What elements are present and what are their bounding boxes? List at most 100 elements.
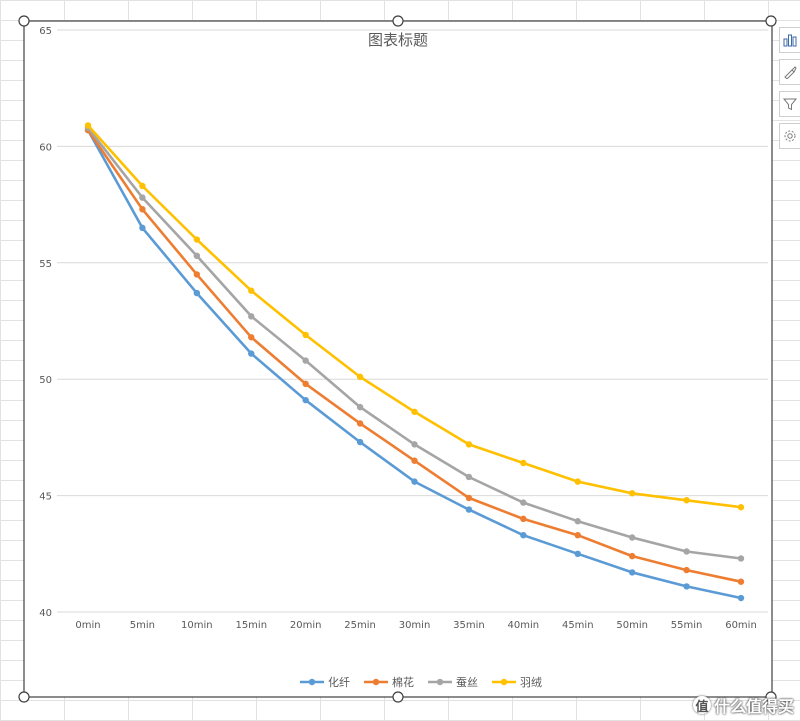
data-point[interactable]	[574, 550, 581, 557]
chart-title[interactable]: 图表标题	[368, 31, 428, 49]
resize-handle[interactable]	[392, 691, 404, 703]
resize-handle[interactable]	[18, 15, 30, 27]
data-point[interactable]	[139, 182, 146, 190]
gridlines	[57, 29, 768, 613]
x-tick-label: 10min	[181, 620, 213, 631]
legend-label: 化纤	[328, 675, 350, 689]
x-tick-label: 5min	[130, 620, 155, 631]
data-point[interactable]	[193, 236, 201, 243]
y-tick-label: 50	[39, 375, 52, 386]
chart-styles-button[interactable]	[779, 59, 800, 85]
legend-swatch-marker	[308, 678, 316, 686]
data-point[interactable]	[356, 403, 364, 411]
legend-item[interactable]: 蚕丝	[428, 676, 478, 689]
resize-handles[interactable]	[18, 15, 777, 703]
data-point[interactable]	[520, 531, 527, 539]
legend-swatch-marker	[436, 678, 444, 686]
data-point[interactable]	[411, 478, 418, 485]
x-tick-label: 45min	[562, 620, 594, 631]
data-point[interactable]	[193, 289, 201, 297]
chart-filters-button[interactable]	[779, 91, 800, 117]
chart-elements-button[interactable]	[779, 27, 800, 53]
data-point[interactable]	[465, 473, 473, 481]
data-point[interactable]	[465, 441, 473, 448]
data-point[interactable]	[356, 373, 364, 381]
resize-handle[interactable]	[392, 15, 404, 27]
data-point[interactable]	[248, 350, 255, 357]
x-axis-tick-labels: 0min 5min 10min 15min 20min 25min 30min 35min 40…	[75, 620, 756, 631]
legend-item[interactable]: 棉花	[364, 675, 414, 689]
data-point[interactable]	[737, 594, 745, 602]
data-point[interactable]	[683, 583, 690, 590]
chart-area[interactable]	[24, 21, 772, 697]
data-point[interactable]	[248, 287, 255, 294]
resize-handle[interactable]	[765, 691, 777, 703]
legend-item[interactable]: 化纤	[300, 675, 350, 689]
y-axis-tick-labels: 40 45 50 55 60 65	[39, 26, 52, 619]
data-point[interactable]	[520, 459, 527, 467]
data-point[interactable]	[465, 494, 473, 502]
data-point[interactable]	[139, 224, 146, 232]
x-tick-label: 35min	[453, 620, 485, 631]
data-point[interactable]	[139, 194, 146, 201]
series-2[interactable]	[84, 126, 745, 585]
data-point[interactable]	[737, 504, 745, 511]
data-point[interactable]	[411, 408, 418, 415]
data-point[interactable]	[139, 206, 146, 213]
data-point[interactable]	[356, 438, 364, 446]
data-point[interactable]	[411, 441, 418, 448]
chart-settings-button[interactable]	[779, 123, 800, 149]
data-point[interactable]	[683, 497, 690, 504]
x-tick-label: 50min	[616, 620, 648, 631]
data-point[interactable]	[628, 569, 636, 576]
data-point[interactable]	[248, 313, 255, 320]
data-point[interactable]	[302, 396, 309, 404]
data-point[interactable]	[737, 555, 745, 562]
legend[interactable]: 化纤 棉花 蚕丝 羽绒	[300, 675, 542, 689]
data-point[interactable]	[302, 331, 309, 339]
legend-swatch-marker	[372, 678, 380, 686]
data-point[interactable]	[84, 122, 92, 129]
y-tick-label: 55	[39, 259, 52, 270]
resize-handle[interactable]	[18, 691, 30, 703]
data-point[interactable]	[520, 499, 527, 506]
data-point[interactable]	[193, 252, 201, 260]
data-point[interactable]	[248, 334, 255, 341]
watermark: 值 什么值得买	[692, 693, 794, 717]
x-tick-label: 55min	[671, 620, 703, 631]
y-tick-label: 60	[39, 142, 52, 153]
x-tick-label: 0min	[75, 620, 100, 631]
chart-styles-brush-icon	[784, 66, 797, 79]
y-tick-label: 45	[39, 492, 52, 503]
data-point[interactable]	[628, 490, 636, 497]
data-point[interactable]	[193, 271, 201, 278]
x-tick-label: 20min	[290, 620, 322, 631]
data-point[interactable]	[302, 380, 309, 388]
data-point[interactable]	[574, 531, 581, 539]
data-point[interactable]	[737, 578, 745, 585]
legend-item[interactable]: 羽绒	[492, 676, 542, 689]
data-point[interactable]	[302, 357, 309, 364]
x-tick-label: 40min	[508, 620, 540, 631]
series-3[interactable]	[84, 124, 745, 562]
data-point[interactable]	[683, 548, 690, 555]
x-tick-label: 15min	[235, 620, 267, 631]
watermark-logo-icon: 值	[692, 696, 711, 715]
data-point[interactable]	[356, 420, 364, 427]
data-point[interactable]	[574, 478, 581, 485]
data-point[interactable]	[683, 566, 690, 574]
legend-label: 棉花	[392, 675, 414, 689]
data-point[interactable]	[628, 534, 636, 541]
series-4[interactable]	[84, 122, 745, 511]
data-point[interactable]	[411, 457, 418, 464]
data-point[interactable]	[628, 552, 636, 560]
data-point[interactable]	[465, 506, 473, 513]
data-point[interactable]	[520, 515, 527, 523]
data-point[interactable]	[574, 518, 581, 525]
legend-label: 羽绒	[520, 676, 542, 689]
x-tick-label: 25min	[344, 620, 376, 631]
series-lines	[84, 122, 745, 602]
resize-handle[interactable]	[765, 15, 777, 27]
